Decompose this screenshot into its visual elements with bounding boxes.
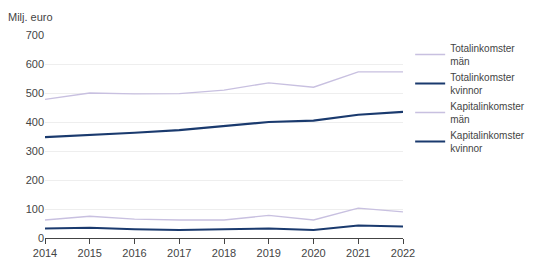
svg-text:2018: 2018 bbox=[212, 247, 236, 259]
svg-text:2020: 2020 bbox=[301, 247, 325, 259]
svg-text:2015: 2015 bbox=[78, 247, 102, 259]
svg-text:2019: 2019 bbox=[257, 247, 281, 259]
svg-text:2022: 2022 bbox=[391, 247, 415, 259]
svg-text:500: 500 bbox=[26, 87, 44, 99]
svg-text:Kapitalinkomsterkvinnor: Kapitalinkomsterkvinnor bbox=[450, 130, 525, 154]
svg-text:2016: 2016 bbox=[122, 247, 146, 259]
svg-text:Totalinkomsterkvinnor: Totalinkomsterkvinnor bbox=[450, 72, 515, 96]
svg-text:Kapitalinkomstermän: Kapitalinkomstermän bbox=[450, 101, 525, 125]
svg-text:2014: 2014 bbox=[33, 247, 57, 259]
svg-text:700: 700 bbox=[26, 29, 44, 41]
svg-text:400: 400 bbox=[26, 116, 44, 128]
svg-text:0: 0 bbox=[38, 232, 44, 244]
svg-text:2017: 2017 bbox=[167, 247, 191, 259]
svg-text:200: 200 bbox=[26, 174, 44, 186]
svg-text:Milj. euro: Milj. euro bbox=[8, 11, 53, 23]
svg-text:100: 100 bbox=[26, 203, 44, 215]
svg-text:300: 300 bbox=[26, 145, 44, 157]
svg-text:Totalinkomstermän: Totalinkomstermän bbox=[450, 43, 515, 67]
svg-text:2021: 2021 bbox=[346, 247, 370, 259]
svg-text:600: 600 bbox=[26, 58, 44, 70]
